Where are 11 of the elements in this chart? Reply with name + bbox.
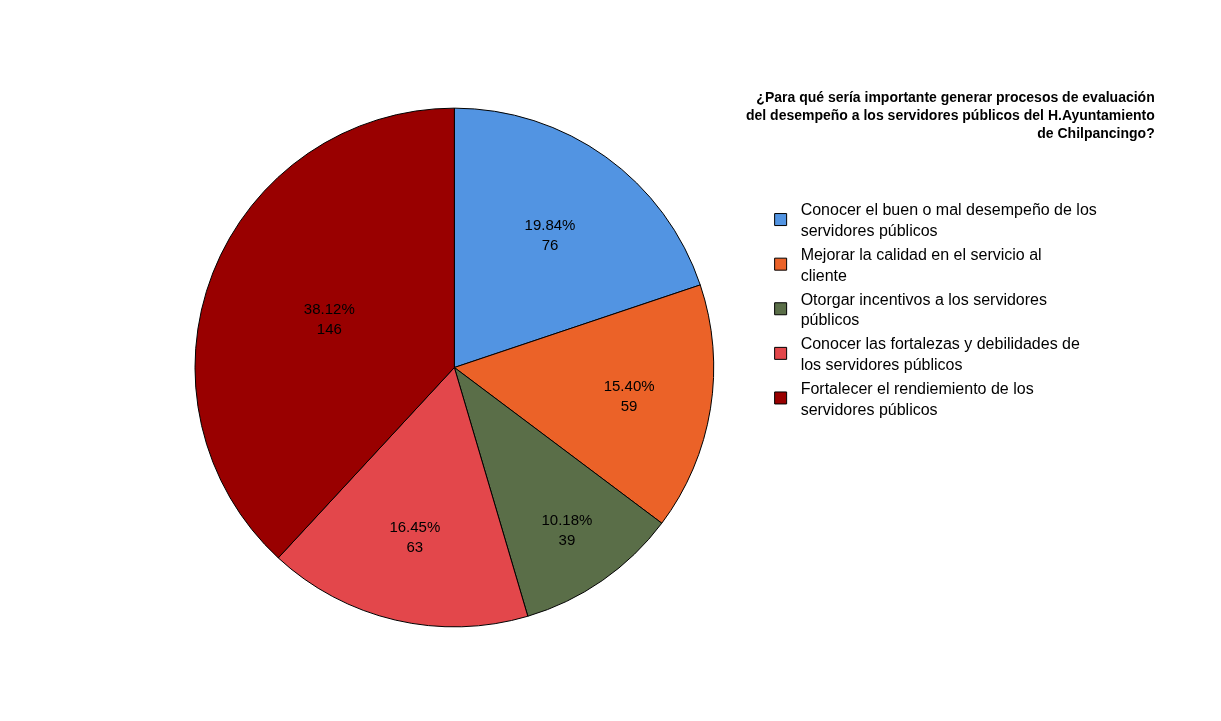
legend-label: Conocer las fortalezas y debilidades de los servidores públicos — [800, 335, 1080, 373]
legend-label: Conocer el buen o mal desempeño de los servidores públicos — [800, 201, 1097, 240]
data-label: 10.18% 39 — [541, 511, 593, 548]
data-label: 15.40% 59 — [603, 377, 655, 414]
legend-label: Mejorar la calidad en el servicio al cliente — [800, 246, 1042, 284]
legend-label: Fortalecer el rendiemiento de los servidores públicos — [800, 379, 1034, 418]
data-label: 38.12% 146 — [303, 300, 355, 337]
data-label: 16.45% 63 — [389, 518, 441, 555]
chart-title: ¿Para qué sería importante generar procesos de evaluación del desempeño a los servidores públicos del H.Ayuntamiento de Chilpancingo? — [746, 89, 1155, 142]
legend-label: Otorgar incentivos a los servidores públicos — [800, 290, 1047, 329]
data-label: 19.84% 76 — [524, 216, 576, 253]
